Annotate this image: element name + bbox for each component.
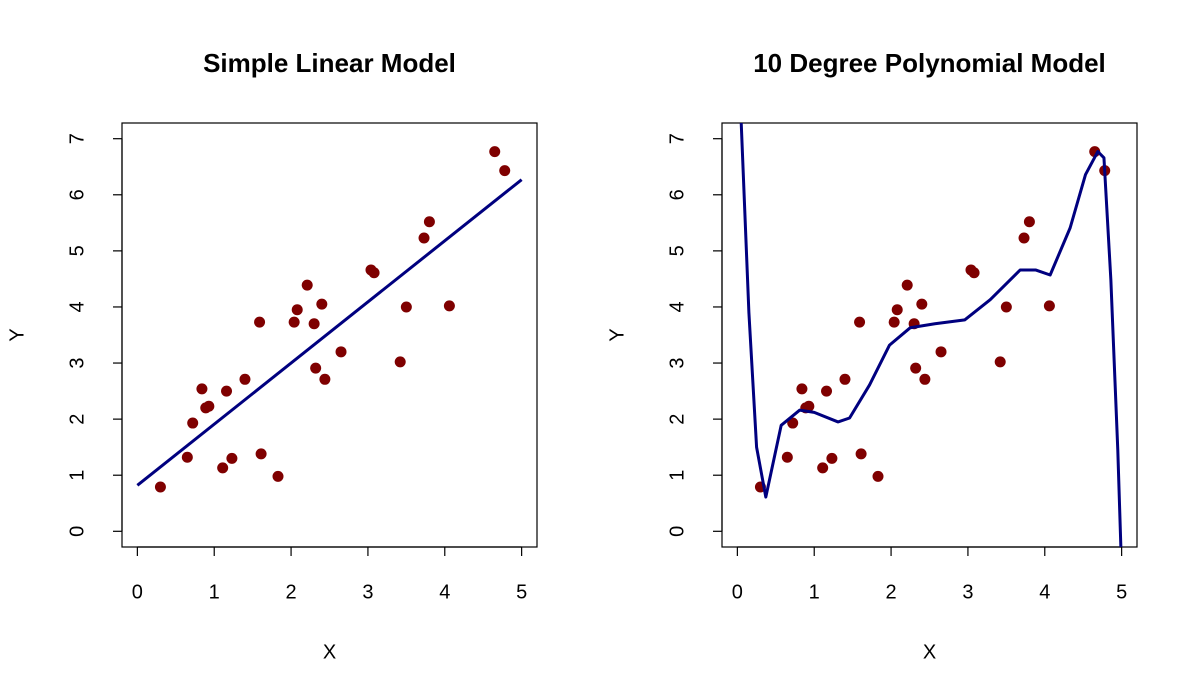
data-point	[221, 385, 233, 397]
y-tick-label: 0	[66, 526, 88, 537]
data-point	[239, 373, 251, 385]
data-point	[1043, 300, 1055, 312]
data-point	[919, 373, 931, 385]
data-point	[803, 400, 815, 412]
data-point	[901, 279, 913, 291]
data-point	[489, 146, 501, 158]
x-tick-label: 4	[1039, 581, 1050, 603]
data-point	[1000, 301, 1012, 313]
y-tick-label: 6	[66, 189, 88, 200]
x-tick-label: 0	[132, 581, 143, 603]
x-tick-label: 3	[362, 581, 373, 603]
data-point	[781, 451, 793, 463]
x-tick-label: 1	[209, 581, 220, 603]
chart-title: Simple Linear Model	[203, 48, 456, 78]
data-point	[891, 304, 903, 316]
y-tick-label: 5	[666, 245, 688, 256]
data-point	[968, 267, 980, 279]
x-tick-label: 2	[886, 581, 897, 603]
x-axis-title: X	[923, 641, 936, 663]
data-point	[916, 298, 928, 310]
y-tick-label: 3	[66, 357, 88, 368]
data-point	[443, 300, 455, 312]
y-tick-label: 6	[666, 189, 688, 200]
y-tick-label: 7	[66, 133, 88, 144]
x-tick-label: 5	[516, 581, 527, 603]
data-point	[796, 383, 808, 395]
plot-frame	[121, 122, 538, 548]
plot-area	[739, 123, 1123, 547]
data-point	[888, 316, 900, 328]
data-point	[217, 462, 229, 474]
y-tick-label: 1	[66, 470, 88, 481]
data-point	[226, 452, 238, 464]
y-axis-title: Y	[6, 328, 28, 341]
chart-title: 10 Degree Polynomial Model	[753, 48, 1106, 78]
panel: 10 Degree Polynomial Model X Y 0 1 2 3 4 5 0 1 2 3 4 5…	[606, 48, 1138, 663]
data-point	[1018, 232, 1030, 244]
plot-area	[136, 146, 523, 493]
fit-line	[136, 178, 523, 487]
y-tick-label: 0	[666, 526, 688, 537]
data-point	[301, 279, 313, 291]
x-tick-label: 0	[732, 581, 743, 603]
data-point	[872, 470, 884, 482]
fit-line	[739, 123, 1123, 547]
data-point	[255, 448, 267, 460]
data-point	[316, 298, 328, 310]
data-point	[319, 373, 331, 385]
x-tick-label: 3	[962, 581, 973, 603]
y-tick-label: 1	[666, 470, 688, 481]
data-point	[181, 451, 193, 463]
data-point	[400, 301, 412, 313]
data-point	[854, 316, 866, 328]
data-point	[196, 383, 208, 395]
x-axis-title: X	[323, 641, 336, 663]
data-point	[272, 470, 284, 482]
y-tick-label: 7	[666, 133, 688, 144]
data-point	[787, 417, 799, 429]
data-point	[935, 346, 947, 358]
x-tick-label: 5	[1116, 581, 1127, 603]
data-point	[817, 462, 829, 474]
data-point	[187, 417, 199, 429]
data-point	[418, 232, 430, 244]
data-point	[821, 385, 833, 397]
data-point	[154, 481, 166, 493]
data-point	[368, 267, 380, 279]
data-point	[291, 304, 303, 316]
data-point	[308, 318, 320, 330]
x-tick-label: 2	[286, 581, 297, 603]
panel: Simple Linear Model X Y 0 1 2 3 4 5 0 1 2 3 4 5 6 7	[6, 48, 538, 663]
data-point	[423, 216, 435, 228]
data-point	[839, 373, 851, 385]
x-tick-label: 4	[439, 581, 450, 603]
data-point	[855, 448, 867, 460]
data-point	[254, 316, 266, 328]
data-point	[910, 362, 922, 374]
y-tick-label: 3	[666, 357, 688, 368]
data-point	[499, 165, 511, 177]
data-point	[288, 316, 300, 328]
y-tick-label: 2	[666, 414, 688, 425]
x-tick-label: 1	[809, 581, 820, 603]
y-tick-label: 4	[666, 301, 688, 312]
data-point	[203, 400, 215, 412]
data-point	[335, 346, 347, 358]
y-axis-title: Y	[606, 328, 628, 341]
y-tick-label: 2	[66, 414, 88, 425]
data-point	[994, 356, 1006, 368]
data-point	[310, 362, 322, 374]
y-tick-label: 5	[66, 245, 88, 256]
data-point	[1023, 216, 1035, 228]
data-point	[826, 452, 838, 464]
plot-frame	[721, 122, 1138, 548]
y-tick-label: 4	[66, 301, 88, 312]
data-point	[394, 356, 406, 368]
